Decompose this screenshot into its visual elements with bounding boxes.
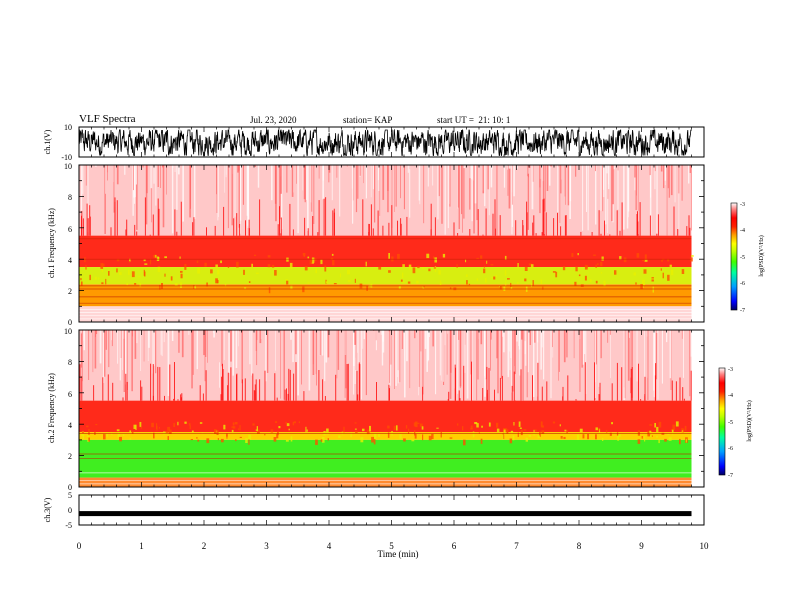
- waveform-ch3-panel: 5 0 -5 ch.3(V): [43, 491, 705, 530]
- ch2-ftick-0: 0: [68, 483, 72, 492]
- cb1-tick-m3: -3: [740, 202, 745, 208]
- time-tick-8: 8: [577, 541, 582, 551]
- station-label: station= KAP: [343, 115, 393, 125]
- ch3-ytick-0: 0: [68, 506, 72, 515]
- cb2-tick-m4: -4: [728, 393, 733, 399]
- ch2-ftick-4: 4: [68, 421, 72, 430]
- time-axis-ticks: [78, 127, 705, 525]
- cb1-tick-m6: -6: [740, 281, 745, 287]
- date-label: Jul. 23, 2020: [250, 115, 297, 125]
- ch3-ytick-5: 5: [68, 491, 72, 500]
- time-tick-5: 5: [389, 541, 394, 551]
- waveform-ch3-trace: [79, 511, 692, 517]
- time-tick-3: 3: [264, 541, 269, 551]
- time-tick-0: 0: [77, 541, 82, 551]
- time-axis-label: Time (min): [378, 549, 419, 559]
- spectrogram-ch1-image: [79, 165, 694, 322]
- ch1-ftick-0: 0: [68, 318, 72, 327]
- chart-title: VLF Spectra: [79, 113, 136, 125]
- waveform-ch1-panel: 10 -10 ch.1(V): [43, 123, 705, 162]
- ch3-waveform-ylabel: ch.3(V): [43, 497, 52, 522]
- ch1-waveform-ylabel: ch.1(V): [43, 129, 52, 154]
- spectrogram-ch2-image: [79, 330, 692, 487]
- time-tick-10: 10: [700, 541, 710, 551]
- time-tick-4: 4: [327, 541, 332, 551]
- cb2-tick-m6: -6: [728, 446, 733, 452]
- ch2-ftick-2: 2: [68, 452, 72, 461]
- ch3-ytick-m5: -5: [65, 521, 72, 530]
- ch2-spectrogram-ylabel: ch.2 Frequency (kHz): [47, 373, 56, 443]
- ch1-ftick-2: 2: [68, 287, 72, 296]
- ch1-ftick-4: 4: [68, 256, 72, 265]
- time-tick-2: 2: [202, 541, 207, 551]
- time-tick-6: 6: [452, 541, 457, 551]
- ch1-ftick-10: 10: [64, 162, 72, 171]
- ch1-ytick-bottom: -10: [61, 153, 72, 162]
- spectrogram-ch1-panel: 10 8 6 4 2 0 ch.1 Frequency (kHz) -3 -4 …: [47, 162, 765, 327]
- ch2-ftick-6: 6: [68, 390, 72, 399]
- time-tick-1: 1: [139, 541, 144, 551]
- spectrogram-ch2-panel: 10 8 6 4 2 0 ch.2 Frequency (kHz) -3 -4 …: [47, 327, 753, 492]
- cb2-tick-m7: -7: [728, 473, 733, 479]
- time-axis-labels: 0 1 2 3 4 5 6 7 8 9 10: [77, 541, 709, 551]
- time-tick-7: 7: [514, 541, 519, 551]
- cb2-tick-m5: -5: [728, 420, 733, 426]
- cb1-tick-m5: -5: [740, 255, 745, 261]
- colorbar-ch2-label: log(PSD)(V²/Hz): [746, 400, 753, 441]
- colorbar-ch1-label: log(PSD)(V²/Hz): [758, 235, 765, 276]
- colorbar-ch1: [730, 202, 738, 311]
- ch1-ytick-top: 10: [64, 123, 72, 132]
- ch1-spectrogram-ylabel: ch.1 Frequency (kHz): [47, 208, 56, 278]
- ch2-ftick-8: 8: [68, 358, 72, 367]
- start-time-label: start UT = 21: 10: 1: [437, 115, 511, 125]
- ch1-ftick-8: 8: [68, 193, 72, 202]
- time-tick-9: 9: [639, 541, 644, 551]
- waveform-ch1-trace: [78, 128, 692, 157]
- cb2-tick-m3: -3: [728, 367, 733, 373]
- cb1-tick-m4: -4: [740, 228, 745, 234]
- cb1-tick-m7: -7: [740, 308, 745, 314]
- colorbar-ch2: [718, 367, 726, 476]
- ch2-ftick-10: 10: [64, 327, 72, 336]
- ch1-ftick-6: 6: [68, 225, 72, 234]
